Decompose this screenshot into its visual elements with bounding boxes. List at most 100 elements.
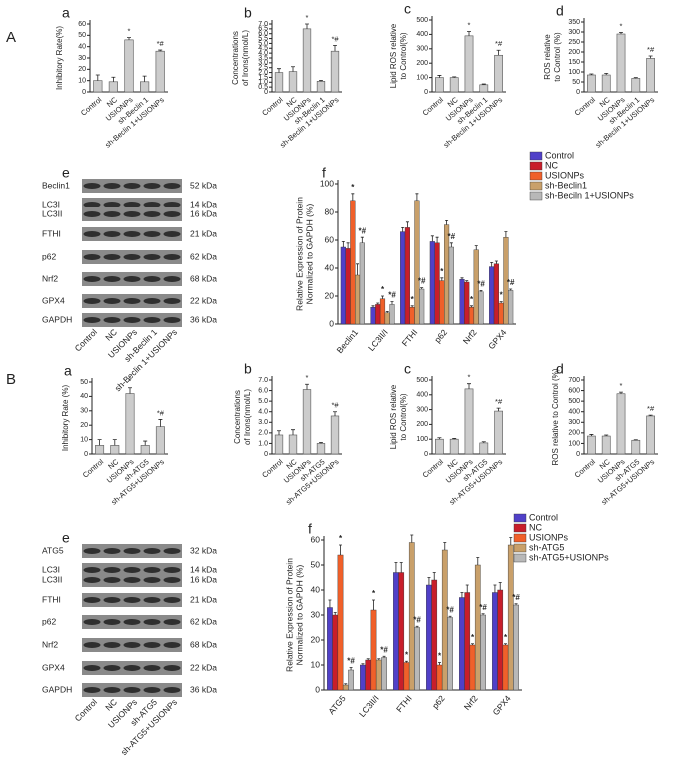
protein-label: p62 (42, 251, 56, 261)
y-tick-label: 0 (82, 89, 86, 96)
y-tick-label: 20 (80, 422, 88, 429)
error-bar (371, 305, 375, 308)
bar (124, 39, 134, 93)
bar (404, 227, 410, 325)
y-tick-label: 300 (416, 406, 428, 413)
bar (459, 597, 465, 691)
legend-label: Control (545, 150, 574, 160)
y-tick-label: 0 (84, 451, 88, 458)
blot-band (163, 577, 181, 583)
error-bar (443, 542, 447, 550)
y-tick-label: 500 (416, 17, 428, 24)
significance-mark: *# (331, 34, 339, 43)
bar (441, 549, 448, 691)
error-bar (349, 667, 353, 670)
error-bar (339, 544, 342, 555)
bar (155, 50, 165, 93)
y-tick-label: 500 (416, 377, 428, 384)
error-bar (467, 383, 471, 389)
y-tick-label: 3.0 (258, 60, 268, 67)
size-label: 62 kDa (190, 251, 217, 261)
error-bar (405, 221, 409, 228)
bar (429, 241, 435, 325)
y-tick-label: 100 (416, 436, 428, 443)
bar (350, 200, 356, 325)
error-bar (460, 277, 464, 280)
error-bar (432, 572, 436, 580)
y-tick-label: 0.5 (258, 84, 268, 91)
y-axis-label: Relative Expression of Protein (294, 197, 304, 311)
protein-label: LC3II (42, 208, 62, 218)
bar (587, 435, 596, 455)
protein-label: GPX4 (42, 662, 65, 672)
error-bar (470, 305, 473, 308)
bar (360, 664, 366, 691)
bar (436, 664, 443, 691)
blot-band (103, 276, 121, 282)
significance-mark: *# (479, 603, 487, 612)
error-bar (372, 599, 375, 610)
blot-band (103, 597, 121, 603)
bar (359, 242, 365, 325)
bar (288, 71, 298, 93)
bar (439, 280, 445, 325)
blot-band (123, 254, 141, 260)
error-bar (449, 242, 453, 247)
significance-mark: * (438, 652, 442, 661)
blot-band (123, 231, 141, 237)
size-label: 52 kDa (190, 180, 217, 190)
y-tick-label: 400 (416, 392, 428, 399)
blot-band (83, 317, 101, 323)
blot-band (163, 597, 181, 603)
error-bar (648, 414, 653, 416)
error-bar (405, 660, 408, 663)
significance-mark: * (129, 377, 132, 386)
bar (431, 579, 438, 691)
size-label: 36 kDa (190, 684, 217, 694)
significance-mark: * (381, 285, 385, 294)
legend-label: sh-ATG5+USIONPs (529, 552, 609, 562)
error-bar (158, 419, 163, 427)
blot-band (163, 619, 181, 625)
error-bar (619, 32, 623, 34)
y-tick-label: 200 (568, 430, 580, 437)
bar (474, 564, 481, 691)
blot-band (103, 231, 121, 237)
significance-mark: * (351, 183, 355, 192)
error-bar (604, 434, 609, 437)
error-bar (481, 441, 486, 443)
error-bar (111, 76, 116, 82)
lane-label: NC (103, 697, 119, 713)
bar (384, 312, 390, 325)
y-tick-label: 5.0 (258, 40, 268, 47)
size-label: 21 kDa (190, 594, 217, 604)
error-bar (452, 438, 457, 440)
x-tick-label: ATG5 (326, 693, 348, 716)
blot-band (163, 642, 181, 648)
significance-mark: *# (347, 657, 355, 666)
x-tick-label: FTHI (394, 693, 414, 714)
y-tick-label: 50 (78, 32, 86, 39)
error-bar (589, 434, 594, 437)
y-axis-label: ROS relative (543, 34, 552, 80)
bar (327, 607, 333, 691)
size-label: 68 kDa (190, 273, 217, 283)
error-bar (496, 49, 501, 56)
y-tick-label: 10 (311, 659, 321, 669)
error-bar (97, 439, 102, 446)
error-bar (493, 584, 497, 593)
significance-mark: * (620, 381, 623, 390)
y-tick-label: 1.5 (258, 74, 268, 81)
blot-band (103, 687, 121, 693)
x-tick-label: Control (260, 457, 285, 480)
y-tick-label: 150 (568, 59, 580, 66)
bar (342, 684, 349, 691)
significance-mark: *# (157, 39, 165, 48)
error-bar (277, 68, 281, 73)
bar (426, 584, 432, 691)
protein-label: Nrf2 (42, 273, 58, 283)
bar (108, 81, 118, 93)
x-tick-label: p62 (432, 327, 449, 345)
error-bar (399, 562, 403, 573)
x-tick-label: GPX4 (491, 693, 513, 717)
